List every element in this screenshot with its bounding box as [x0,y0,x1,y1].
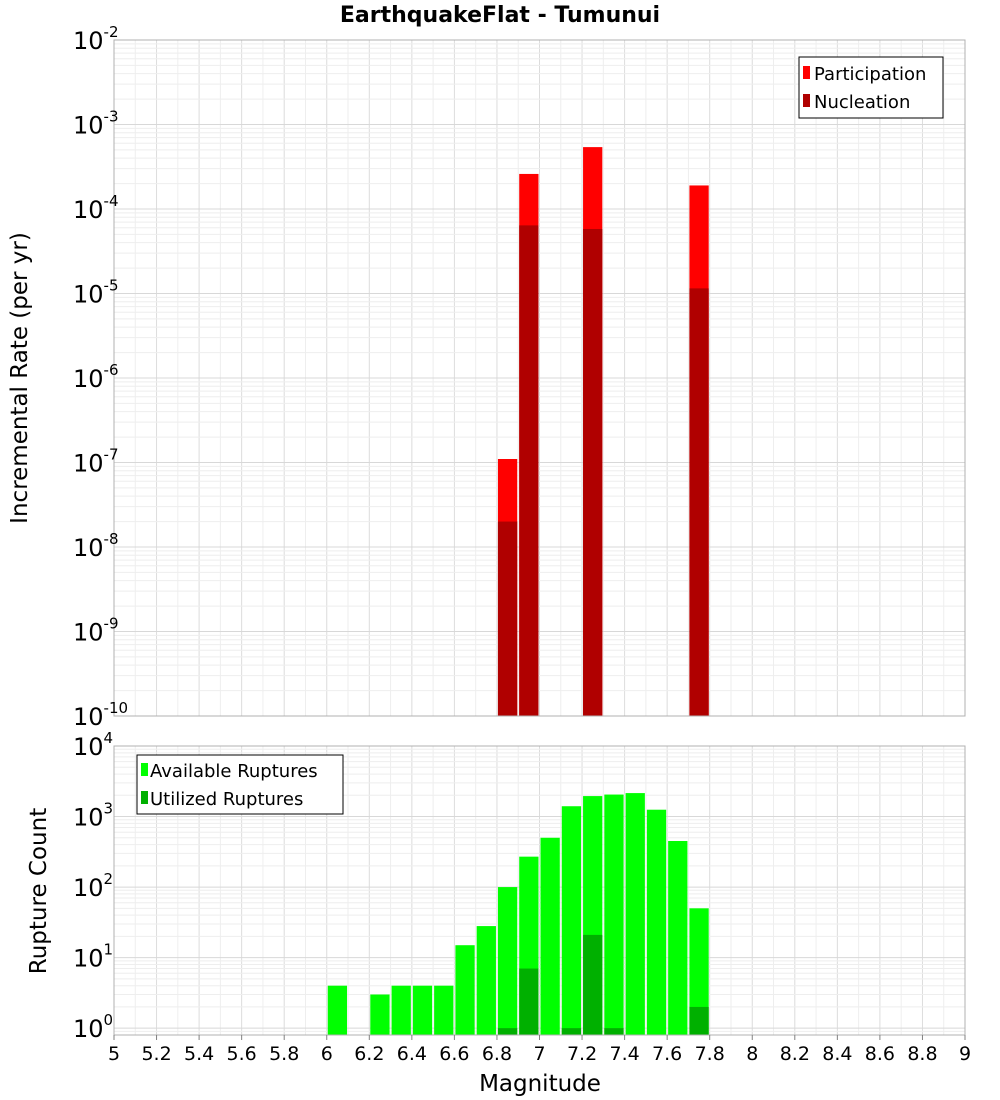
top-y-tick-label: 10-8 [73,530,119,562]
bottom-bar-available-ruptures [561,806,582,1035]
x-tick-label: 8.6 [865,1043,895,1065]
bottom-bar-available-ruptures [391,985,411,1035]
top-plot-frame [113,39,966,717]
bottom-bar-available-ruptures [412,985,433,1035]
bottom-bar-utilized-ruptures [689,1006,709,1035]
top-bar-nucleation [519,225,539,716]
top-y-tick-label: 10-2 [73,23,119,55]
x-tick-label: 6.2 [354,1043,384,1065]
bottom-bar-available-ruptures [668,841,688,1035]
top-gridlines [113,39,966,717]
bottom-y-tick-label: 104 [73,729,113,761]
bottom-bar-available-ruptures [540,837,560,1035]
x-tick-label: 7 [533,1043,545,1065]
top-y-tick-label: 10-6 [73,361,119,393]
bottom-bar-utilized-ruptures [583,934,603,1035]
top-y-axis-label: Incremental Rate (per yr) [7,232,33,524]
legend-swatch-available [141,763,148,776]
bottom-legend: Available Ruptures Utilized Ruptures [136,754,344,815]
bottom-bar-available-ruptures [646,809,667,1035]
chart-title: EarthquakeFlat - Tumunui [340,3,660,28]
x-tick-label: 6 [321,1043,333,1065]
bottom-bars [327,793,709,1035]
top-y-tick-label: 10-7 [73,446,119,478]
x-tick-label: 7.4 [609,1043,639,1065]
bottom-legend-box [136,754,344,815]
legend-swatch-participation [803,66,810,79]
legend-label-utilized: Utilized Ruptures [150,789,303,810]
bottom-bar-available-ruptures [370,994,390,1035]
bottom-y-axis-label: Rupture Count [26,808,52,974]
top-legend-box [798,56,944,119]
top-y-tick-label: 10-5 [73,277,119,309]
top-panel: 10-10 10-9 10-8 10-7 10-6 10-5 10-4 10-3 10-2 In… [7,23,966,731]
top-y-tick-label: 10-9 [73,615,119,647]
top-bar-nucleation [689,288,709,716]
x-tick-label: 8.8 [907,1043,937,1065]
bottom-y-tick-label: 100 [73,1011,113,1043]
top-bar-nucleation [497,521,518,716]
bottom-bar-utilized-ruptures [497,1028,518,1035]
x-tick-label: 8 [746,1043,758,1065]
top-bar-nucleation [583,228,603,716]
bottom-y-ticks: 100 101 102 103 104 [73,729,113,1043]
legend-label-participation: Participation [814,64,926,85]
bottom-y-tick-label: 102 [73,870,113,902]
bottom-bar-utilized-ruptures [519,968,539,1035]
bottom-bar-utilized-ruptures [604,1028,624,1035]
top-legend: Participation Nucleation [798,56,944,119]
legend-label-available: Available Ruptures [150,761,318,782]
x-tick-label: 6.4 [397,1043,427,1065]
top-y-ticks: 10-10 10-9 10-8 10-7 10-6 10-5 10-4 10-3 10-2 [73,23,128,731]
x-tick-label: 8.4 [822,1043,852,1065]
x-tick-label: 5.4 [184,1043,214,1065]
bottom-bar-available-ruptures [625,793,645,1035]
x-tick-label: 6.6 [439,1043,469,1065]
x-tick-label: 7.2 [567,1043,597,1065]
x-tick-label: 7.6 [652,1043,682,1065]
bottom-bar-available-ruptures [476,926,496,1035]
bottom-bar-available-ruptures [604,794,624,1035]
x-tick-label: 8.2 [780,1043,810,1065]
x-tick-label: 6.8 [482,1043,512,1065]
x-tick-label: 7.8 [695,1043,725,1065]
x-ticks: 5 5.2 5.4 5.6 5.8 6 6.2 6.4 6.6 6.8 7 7.2 7.4 7.6 7.8 8… [108,1035,971,1065]
x-tick-label: 9 [959,1043,971,1065]
bottom-panel: 100 101 102 103 104 5 5.2 5.4 5.6 5.8 6 6.2 6.4 6.6 6… [26,729,971,1097]
x-tick-label: 5 [108,1043,120,1065]
bottom-y-tick-label: 101 [73,941,113,973]
top-y-tick-label: 10-4 [73,192,119,224]
bottom-y-tick-label: 103 [73,800,113,832]
bottom-bar-available-ruptures [689,908,709,1035]
bottom-bar-available-ruptures [327,985,348,1035]
bottom-bar-available-ruptures [434,985,454,1035]
bottom-bar-utilized-ruptures [561,1028,582,1035]
legend-label-nucleation: Nucleation [814,92,910,113]
legend-swatch-utilized [141,791,148,804]
top-y-tick-label: 10-10 [73,699,128,731]
bottom-bar-available-ruptures [455,945,475,1035]
bottom-bar-available-ruptures [497,887,518,1035]
top-bars [497,147,709,717]
legend-swatch-nucleation [803,94,810,107]
x-tick-label: 5.6 [227,1043,257,1065]
x-axis-label: Magnitude [479,1071,601,1097]
x-tick-label: 5.2 [141,1043,171,1065]
top-y-tick-label: 10-3 [73,108,119,140]
x-tick-label: 5.8 [269,1043,299,1065]
